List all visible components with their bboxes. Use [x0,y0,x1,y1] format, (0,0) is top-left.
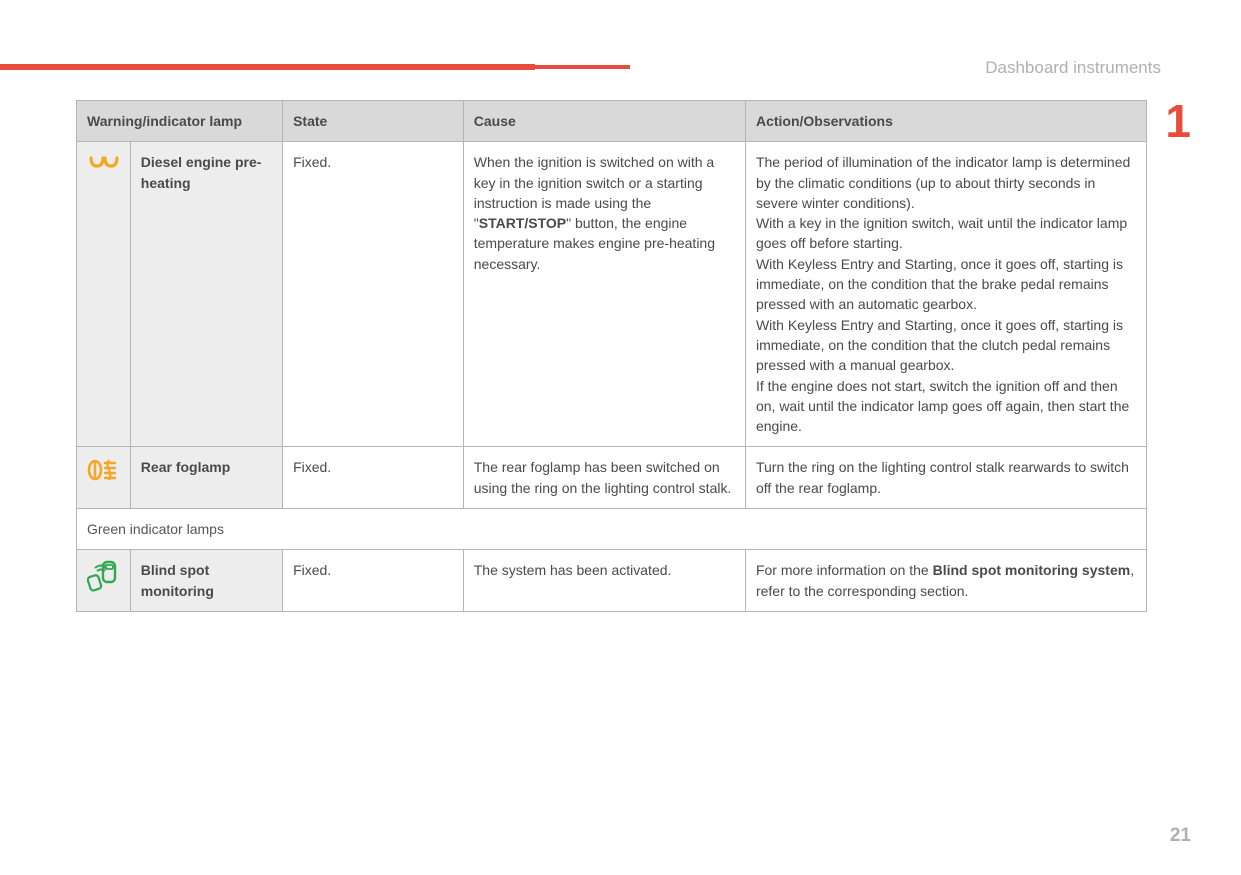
row-icon-cell [77,447,131,509]
row-name-cell: Diesel engine pre-heating [130,142,282,447]
row-action-cell: Turn the ring on the lighting control st… [745,447,1146,509]
row-icon-cell [77,142,131,447]
header-red-bar-2 [535,65,630,69]
row-cause-cell: When the ignition is switched on with a … [463,142,745,447]
row-name-cell: Rear foglamp [130,447,282,509]
preheat-icon [87,152,119,184]
col-header-action: Action/Observations [745,101,1146,142]
blindspot-icon [87,560,119,592]
page-number: 21 [1170,825,1191,847]
col-header-state: State [283,101,464,142]
chapter-number: 1 [1165,94,1191,148]
row-cause-cell: The system has been activated. [463,550,745,612]
row-name-cell: Blind spot monitoring [130,550,282,612]
table-row: Diesel engine pre-heatingFixed.When the … [77,142,1147,447]
row-icon-cell [77,550,131,612]
rearfog-icon [87,457,119,489]
row-state-cell: Fixed. [283,447,464,509]
table-row: Rear foglampFixed.The rear foglamp has b… [77,447,1147,509]
row-action-cell: For more information on the Blind spot m… [745,550,1146,612]
row-state-cell: Fixed. [283,550,464,612]
section-title: Dashboard instruments [985,58,1161,78]
header-red-bar-1 [0,64,535,70]
table-row: Blind spot monitoringFixed.The system ha… [77,550,1147,612]
row-action-cell: The period of illumination of the indica… [745,142,1146,447]
row-state-cell: Fixed. [283,142,464,447]
section-label: Green indicator lamps [77,509,1147,550]
col-header-lamp: Warning/indicator lamp [77,101,283,142]
col-header-cause: Cause [463,101,745,142]
section-row-green: Green indicator lamps [77,509,1147,550]
table-header-row: Warning/indicator lamp State Cause Actio… [77,101,1147,142]
row-cause-cell: The rear foglamp has been switched on us… [463,447,745,509]
indicator-lamp-table: Warning/indicator lamp State Cause Actio… [76,100,1147,612]
